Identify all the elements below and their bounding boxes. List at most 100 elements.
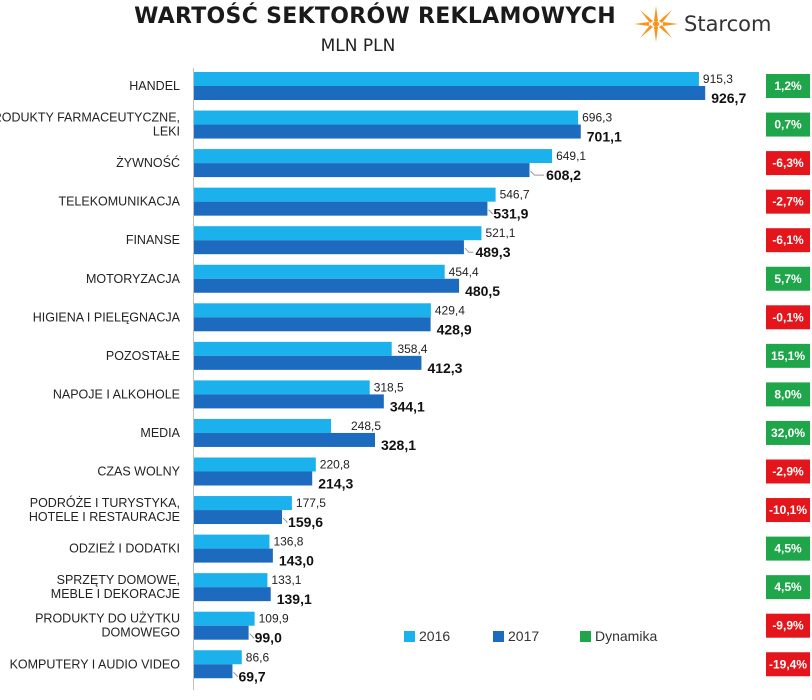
dynamika-value: 1,2% [774, 79, 802, 93]
bar-2016 [194, 303, 431, 318]
dynamika-badge [766, 498, 810, 523]
dynamika-value: -19,4% [769, 657, 807, 671]
dynamika-value: 5,7% [774, 272, 802, 286]
value-label-2017: 608,2 [546, 167, 581, 183]
bar-2017 [194, 471, 313, 486]
value-label-2017: 926,7 [711, 90, 746, 106]
value-label-2016: 521,1 [485, 226, 515, 240]
value-label-2017: 143,0 [279, 553, 314, 569]
value-label-2016: 454,4 [449, 265, 479, 279]
legend-dynamika-swatch [580, 631, 591, 642]
bar-2017 [194, 625, 249, 640]
legend-2017-label: 2017 [508, 628, 539, 644]
category-label: SPRZĘTY DOMOWE, [57, 573, 180, 587]
category-label: PRODUKTY FARMACEUTYCZNE, [0, 111, 180, 125]
category-label: LEKI [153, 125, 180, 139]
bar-2016 [194, 418, 332, 433]
bar-2017 [194, 432, 375, 447]
bar-2016 [194, 72, 699, 86]
bar-2017 [194, 394, 384, 409]
chart-title: WARTOŚĆ SEKTORÓW REKLAMOWYCH [134, 4, 616, 29]
value-label-2017: 214,3 [318, 476, 353, 492]
bar-2017 [194, 86, 706, 100]
dynamika-badge [766, 74, 810, 98]
dynamika-value: -2,7% [772, 195, 804, 209]
dynamika-badge [766, 228, 810, 253]
dynamika-badge [766, 266, 810, 291]
category-label: TELEKOMUNIKACJA [58, 195, 180, 209]
bar-2016 [194, 226, 482, 241]
dynamika-badge [766, 343, 810, 368]
bar-2017 [194, 124, 581, 139]
bar-2016 [194, 611, 255, 626]
dynamika-value: 15,1% [771, 349, 805, 363]
bar-2017 [194, 587, 271, 602]
value-label-2016: 248,5 [351, 419, 381, 433]
dynamika-badge [766, 305, 810, 330]
value-label-2016: 318,5 [374, 380, 404, 394]
dynamika-badge [766, 151, 810, 176]
dynamika-value: -2,9% [772, 465, 804, 479]
bar-2016 [194, 534, 270, 549]
value-label-2016: 133,1 [271, 573, 301, 587]
dynamika-value: 0,7% [774, 118, 802, 132]
bar-2017 [194, 201, 488, 216]
value-label-2017: 412,3 [427, 360, 462, 376]
dynamika-badge [766, 575, 810, 600]
leader-line [249, 633, 255, 639]
leader-line [530, 170, 545, 176]
value-label-2016: 86,6 [246, 650, 270, 664]
leader-line [464, 247, 474, 253]
dynamika-value: 8,0% [774, 387, 802, 401]
dynamika-value: -6,3% [772, 156, 804, 170]
value-label-2017: 489,3 [475, 244, 510, 260]
dynamika-badge [766, 382, 810, 407]
leader-line [233, 671, 239, 677]
category-label: POZOSTAŁE [106, 349, 180, 363]
leader-line [282, 517, 289, 523]
value-label-2016: 136,8 [273, 535, 303, 549]
value-label-2017: 99,0 [255, 630, 282, 646]
dynamika-value: -10,1% [769, 503, 807, 517]
value-label-2017: 480,5 [465, 283, 500, 299]
dynamika-badge [766, 420, 810, 445]
legend-2016-swatch [404, 631, 415, 642]
dynamika-badge [766, 652, 810, 677]
value-label-2017: 69,7 [238, 668, 265, 684]
bar-2017 [194, 163, 530, 178]
dynamika-value: -9,9% [772, 619, 804, 633]
dynamika-badge [766, 613, 810, 638]
category-label: MEDIA [140, 426, 180, 440]
bar-2016 [194, 341, 392, 356]
leader-line [488, 209, 494, 215]
value-label-2017: 139,1 [277, 591, 312, 607]
dynamika-badge [766, 189, 810, 214]
bar-2016 [194, 187, 496, 202]
bar-2017 [194, 510, 283, 525]
dynamika-value: 4,5% [774, 542, 802, 556]
starburst-icon [634, 6, 678, 42]
value-label-2016: 696,3 [582, 111, 612, 125]
bar-2017 [194, 548, 273, 563]
legend-2017-swatch [493, 631, 504, 642]
value-label-2016: 109,9 [259, 612, 289, 626]
value-label-2016: 546,7 [500, 188, 530, 202]
category-label: HIGIENA I PIELĘGNACJA [33, 310, 181, 324]
value-label-2016: 429,4 [435, 303, 465, 317]
value-label-2016: 649,1 [556, 149, 586, 163]
bar-2016 [194, 110, 579, 125]
dynamika-value: -6,1% [772, 233, 804, 247]
value-label-2016: 358,4 [397, 342, 427, 356]
bar-2016 [194, 149, 553, 164]
chart-subtitle: MLN PLN [320, 36, 396, 56]
category-label: ŻYWNOŚĆ [116, 155, 180, 170]
legend-2016-label: 2016 [419, 628, 450, 644]
category-label: CZAS WOLNY [97, 465, 180, 479]
bar-2016 [194, 650, 242, 665]
category-label: HOTELE I RESTAURACJE [29, 510, 180, 524]
dynamika-value: 32,0% [771, 426, 805, 440]
bar-2016 [194, 573, 268, 588]
category-label: HANDEL [129, 79, 180, 93]
category-label: DOMOWEGO [102, 626, 181, 640]
